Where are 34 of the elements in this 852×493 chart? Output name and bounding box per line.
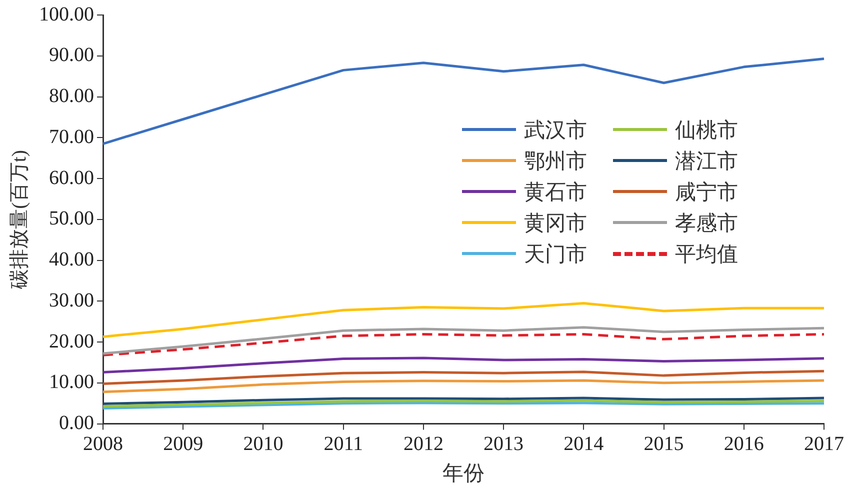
y-tick-label: 20.00 (49, 330, 94, 352)
y-tick-label: 60.00 (49, 166, 94, 189)
legend-label: 平均值 (675, 240, 738, 268)
x-tick-label: 2013 (484, 433, 524, 456)
x-tick-label: 2009 (163, 433, 204, 456)
x-tick-label: 2008 (83, 433, 123, 456)
x-axis-title: 年份 (442, 460, 484, 485)
y-tick-label: 50.00 (49, 208, 94, 230)
y-tick-label: 0.00 (59, 412, 94, 434)
legend-label: 咸宁市 (675, 178, 738, 206)
y-tick-label: 30.00 (49, 289, 94, 312)
line-series (102, 333, 826, 356)
y-axis-title: 碳排放量(百万t) (8, 150, 30, 290)
x-tick-label: 2011 (324, 433, 363, 456)
legend-label: 孝感市 (675, 210, 738, 236)
y-tick-label: 80.00 (49, 85, 94, 108)
legend-label: 潜江市 (675, 148, 738, 174)
legend-label: 鄂州市 (524, 148, 587, 174)
legend-label: 武汉市 (524, 116, 587, 144)
x-tick-label: 2010 (243, 433, 284, 456)
legend-label: 仙桃市 (675, 116, 738, 144)
x-tick-label: 2015 (644, 433, 684, 456)
legend-label: 黄冈市 (524, 210, 587, 236)
y-tick-label: 10.00 (49, 371, 94, 394)
x-tick-label: 2014 (564, 433, 604, 456)
y-tick-label: 70.00 (49, 126, 94, 148)
legend-label: 黄石市 (524, 178, 587, 206)
x-tick-label: 2012 (403, 433, 444, 456)
y-tick-label: 100.00 (39, 3, 94, 26)
x-tick-label: 2017 (804, 433, 844, 456)
x-tick-label: 2016 (724, 433, 764, 456)
legend-label: 天门市 (524, 240, 587, 268)
y-tick-label: 90.00 (49, 44, 94, 66)
y-tick-label: 40.00 (49, 248, 94, 271)
